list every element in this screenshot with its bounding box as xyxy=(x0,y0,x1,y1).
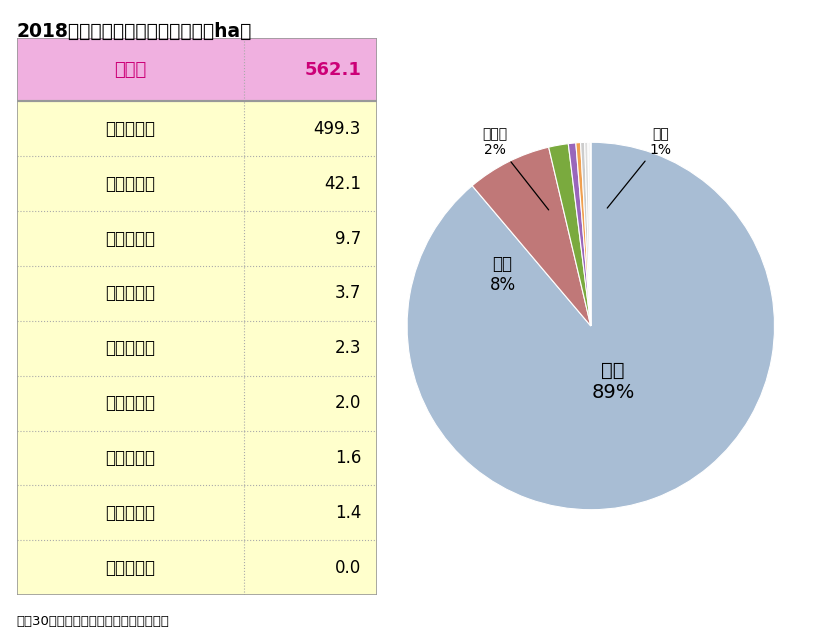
Text: 北　海　道: 北 海 道 xyxy=(106,230,155,248)
Bar xyxy=(17,266,244,321)
Text: 平成30年産特産果樹生産動態等調査より: 平成30年産特産果樹生産動態等調査より xyxy=(17,616,169,628)
Bar xyxy=(17,431,244,486)
Bar xyxy=(17,486,244,540)
Text: 0.0: 0.0 xyxy=(335,559,361,577)
Text: 562.1: 562.1 xyxy=(304,61,361,79)
Bar xyxy=(17,376,244,431)
Bar xyxy=(17,156,244,211)
Text: 山　　　形: 山 形 xyxy=(106,394,155,412)
Bar xyxy=(17,211,244,266)
Wedge shape xyxy=(549,143,591,326)
Wedge shape xyxy=(407,142,774,509)
Bar xyxy=(17,321,244,376)
Text: 福　　　島: 福 島 xyxy=(106,285,155,303)
Text: 499.3: 499.3 xyxy=(313,120,361,138)
Bar xyxy=(244,431,377,486)
Text: 総　計: 総 計 xyxy=(114,61,147,79)
Text: 岩手
8%: 岩手 8% xyxy=(489,255,515,294)
Bar xyxy=(244,321,377,376)
Bar xyxy=(244,376,377,431)
Bar xyxy=(17,38,244,102)
Wedge shape xyxy=(568,143,591,326)
Text: 3.7: 3.7 xyxy=(334,285,361,303)
Text: 1.4: 1.4 xyxy=(334,504,361,522)
Bar xyxy=(17,102,244,156)
Text: 2.3: 2.3 xyxy=(334,339,361,357)
Text: 9.7: 9.7 xyxy=(335,230,361,248)
Wedge shape xyxy=(576,143,591,326)
Text: 青森
89%: 青森 89% xyxy=(591,360,634,402)
Bar xyxy=(244,266,377,321)
Text: そ　の　他: そ の 他 xyxy=(106,559,155,577)
Text: 2018年産　北斗の栽培面積（単位ha）: 2018年産 北斗の栽培面積（単位ha） xyxy=(17,22,252,42)
Bar xyxy=(244,102,377,156)
Bar xyxy=(17,540,244,595)
Text: 1.6: 1.6 xyxy=(334,449,361,467)
Text: 42.1: 42.1 xyxy=(324,175,361,193)
Bar xyxy=(244,38,377,102)
Text: 岐　　　阜: 岐 阜 xyxy=(106,339,155,357)
Text: 岩　　　手: 岩 手 xyxy=(106,175,155,193)
Text: 宮　　　城: 宮 城 xyxy=(106,449,155,467)
Bar xyxy=(244,486,377,540)
Wedge shape xyxy=(588,142,591,326)
Bar xyxy=(244,156,377,211)
Wedge shape xyxy=(581,142,591,326)
Text: 2.0: 2.0 xyxy=(334,394,361,412)
Text: 福島
1%: 福島 1% xyxy=(608,127,671,208)
Bar xyxy=(244,211,377,266)
Wedge shape xyxy=(585,142,591,326)
Text: 青　　　森: 青 森 xyxy=(106,120,155,138)
Text: 広　　　島: 広 島 xyxy=(106,504,155,522)
Wedge shape xyxy=(472,147,591,326)
Bar xyxy=(244,540,377,595)
Text: 北海道
2%: 北海道 2% xyxy=(483,127,549,210)
